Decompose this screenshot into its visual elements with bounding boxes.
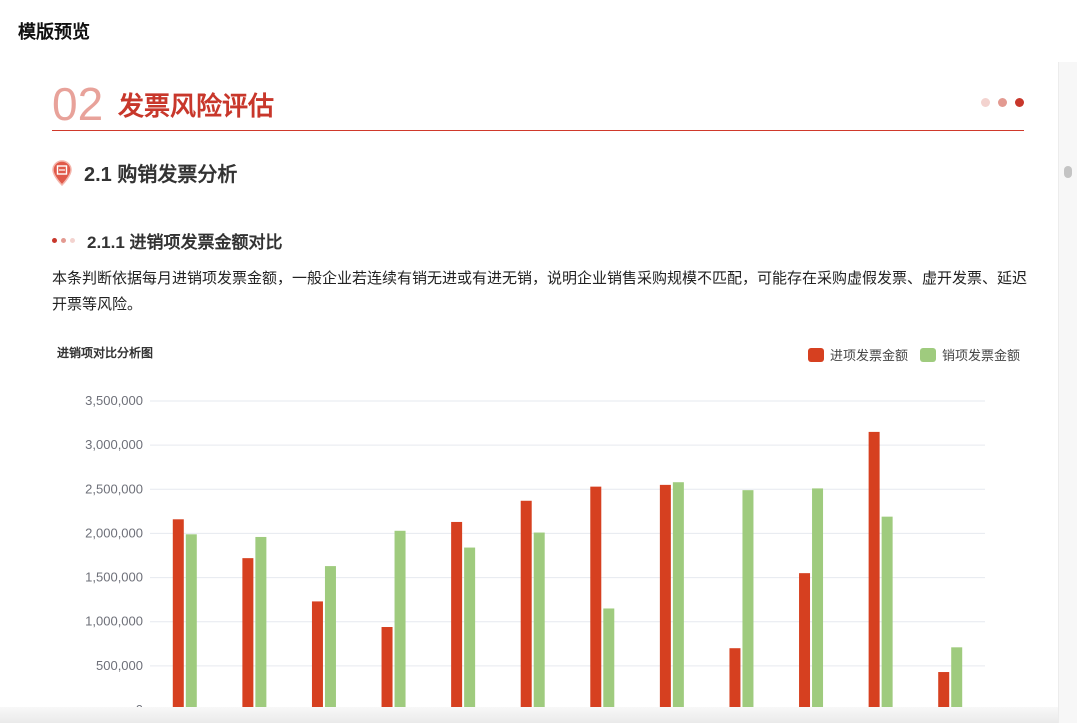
chart-legend: 进项发票金额 销项发票金额 (807, 345, 1020, 364)
bar-out-6[interactable] (533, 532, 545, 710)
legend-label: 进项发票金额 (829, 348, 908, 363)
section-number: 02 (52, 78, 104, 130)
bar-out-4[interactable] (394, 530, 406, 710)
bar-out-8[interactable] (672, 482, 684, 710)
y-tick-label: 1,000,000 (85, 614, 143, 629)
bar-in-6[interactable] (520, 500, 532, 710)
bar-in-10[interactable] (799, 573, 811, 710)
subsubsection-title: 2.1.1 进销项发票金额对比 (87, 233, 283, 252)
bar-in-9[interactable] (729, 648, 741, 710)
section-title: 发票风险评估 (118, 91, 275, 121)
bar-in-1[interactable] (172, 519, 184, 710)
dot-icon (52, 238, 57, 243)
invoice-location-pin-icon (52, 159, 72, 186)
subsection-title: 2.1 购销发票分析 (84, 164, 238, 186)
scrollbar-thumb[interactable] (1064, 166, 1072, 178)
bar-out-12[interactable] (951, 647, 963, 710)
dot-icon (981, 98, 990, 107)
dot-icon (1015, 98, 1024, 107)
chart-title: 进销项对比分析图 (57, 346, 154, 360)
subsection-heading: 2.1 购销发票分析 (52, 158, 237, 187)
legend-item-out[interactable]: 销项发票金额 (919, 345, 1020, 364)
bar-in-2[interactable] (242, 558, 254, 710)
bar-in-5[interactable] (451, 521, 463, 710)
legend-label: 销项发票金额 (941, 348, 1020, 363)
bar-in-12[interactable] (938, 672, 950, 710)
bar-out-11[interactable] (881, 516, 893, 710)
y-tick-label: 3,000,000 (85, 437, 143, 452)
bar-out-7[interactable] (603, 608, 615, 710)
dot-icon (998, 98, 1007, 107)
bar-out-5[interactable] (464, 547, 476, 710)
legend-item-in[interactable]: 进项发票金额 (807, 345, 908, 364)
bar-in-3[interactable] (311, 601, 323, 710)
y-tick-label: 2,500,000 (85, 481, 143, 496)
decorative-dots (981, 98, 1024, 107)
bar-out-3[interactable] (324, 566, 336, 710)
dot-icon (61, 238, 66, 243)
bottom-toolbar (0, 707, 1058, 723)
legend-swatch (919, 347, 936, 362)
description-paragraph: 本条判断依据每月进销项发票金额，一般企业若连续有销无进或有进无销，说明企业销售采… (52, 270, 1028, 313)
app-title: 模版预览 (18, 22, 90, 42)
y-tick-label: 1,500,000 (85, 570, 143, 585)
bar-in-11[interactable] (868, 431, 880, 710)
y-tick-label: 500,000 (96, 658, 143, 673)
y-tick-label: 3,500,000 (85, 393, 143, 408)
dot-icon (70, 238, 75, 243)
bar-out-1[interactable] (185, 534, 197, 710)
scrollbar[interactable] (1058, 62, 1077, 723)
bar-in-4[interactable] (381, 627, 393, 710)
bar-out-2[interactable] (255, 536, 267, 710)
bar-in-8[interactable] (659, 484, 671, 710)
section-header: 02 发票风险评估 (52, 78, 1024, 131)
bar-out-9[interactable] (742, 490, 754, 710)
bar-chart: 0500,0001,000,0001,500,0002,000,0002,500… (85, 393, 985, 717)
bar-in-7[interactable] (590, 486, 602, 710)
legend-swatch (807, 347, 824, 362)
subsubsection-heading: 2.1.1 进销项发票金额对比 (52, 228, 283, 253)
y-tick-label: 2,000,000 (85, 525, 143, 540)
bar-out-10[interactable] (812, 488, 824, 710)
